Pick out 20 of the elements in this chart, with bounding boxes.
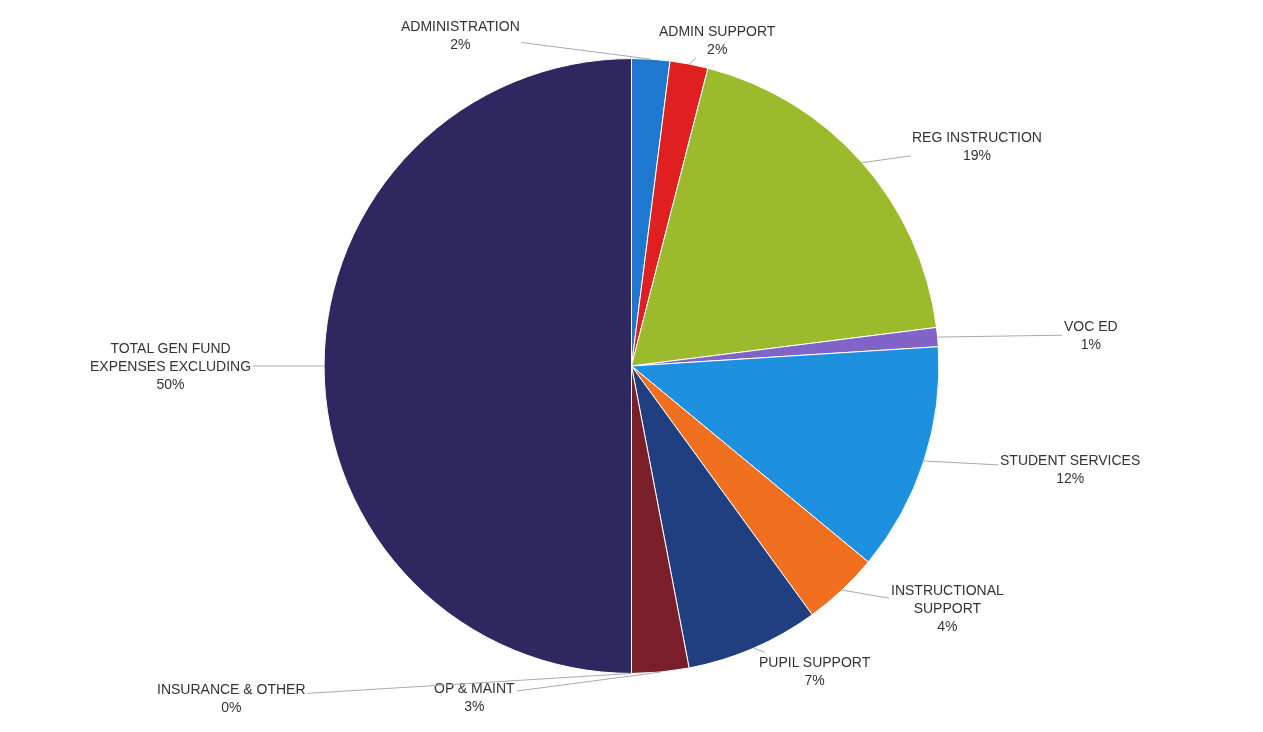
data-label: 1% — [1080, 336, 1101, 353]
text: 0% — [221, 699, 242, 716]
data-label: 2% — [450, 36, 471, 53]
slice-label: OP & MAINT — [434, 680, 516, 696]
slice-label: VOC ED — [1064, 318, 1118, 334]
data-label: 4% — [937, 618, 958, 635]
data-label: 7% — [804, 672, 825, 689]
slice-label: REG INSTRUCTION — [912, 129, 1042, 145]
slice-label: ADMIN SUPPORT — [659, 23, 776, 39]
category-label: INSURANCE & OTHER — [157, 681, 306, 697]
data-label: 12% — [1056, 470, 1085, 487]
slice-label: STUDENT SERVICES — [1000, 452, 1141, 468]
data-label: 3% — [464, 698, 485, 715]
slice-label: ADMINISTRATION — [401, 18, 520, 34]
data-label: 2% — [707, 41, 728, 58]
data-label: 19% — [962, 147, 991, 164]
slice-label: PUPIL SUPPORT — [759, 654, 871, 670]
slice-label: TOTAL GEN FUND EXPENSES EXCLUDING — [90, 340, 252, 375]
slice-label: INSTRUCTIONAL SUPPORT — [891, 582, 1004, 617]
data-label: 50% — [156, 376, 185, 393]
